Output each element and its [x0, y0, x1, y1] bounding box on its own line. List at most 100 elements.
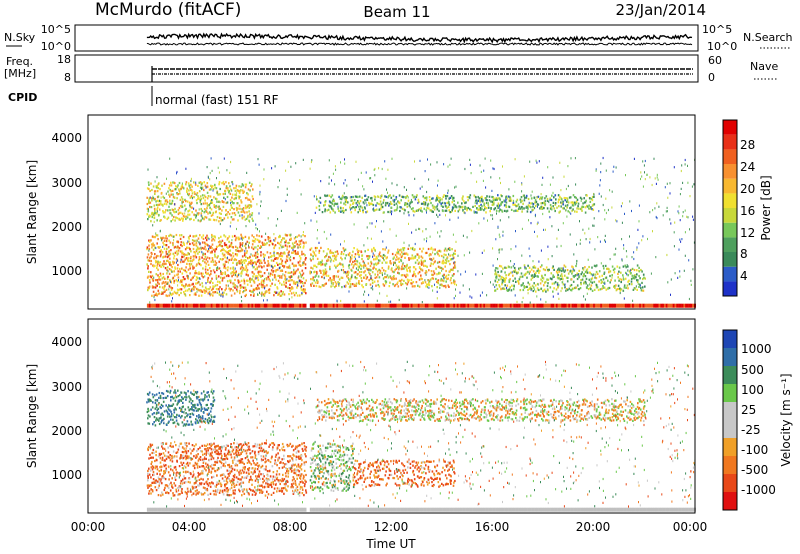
power-scatter-cell-4	[552, 274, 554, 277]
power-scatter-cell-3	[554, 209, 556, 213]
power-scatter-cell-2	[314, 264, 316, 267]
power-speckle-cell	[273, 252, 275, 255]
power-speckle-cell	[638, 204, 640, 207]
power-scatter-cell-4	[630, 268, 632, 271]
power-speckle-cell	[623, 247, 625, 250]
power-scatter-cell-3	[521, 210, 523, 213]
velocity-ground-band-cell	[516, 507, 519, 512]
power-scatter-cell-2	[450, 258, 453, 261]
power-speckle-cell	[644, 159, 646, 163]
power-scatter-cell-3	[515, 200, 518, 203]
power-ground-band-cell	[428, 303, 431, 308]
power-ground-band-cell	[398, 303, 401, 308]
power-scatter-cell-2	[422, 281, 424, 284]
power-scatter-cell-0	[190, 250, 192, 253]
power-speckle-cell	[455, 294, 456, 297]
power-scatter-cell-1	[149, 215, 151, 218]
power-speckle-cell	[576, 243, 577, 246]
power-speckle-cell	[499, 275, 501, 278]
power-scatter-cell-2	[354, 263, 356, 266]
power-ground-band-cell	[237, 303, 240, 308]
power-scatter-cell-1	[151, 215, 154, 219]
power-speckle-cell	[490, 281, 491, 284]
power-scatter-cell-0	[163, 255, 165, 258]
power-scatter-cell-3	[461, 197, 464, 200]
power-scatter-cell-0	[150, 255, 152, 258]
power-scatter-cell-4	[620, 288, 623, 291]
power-scatter-cell-2	[375, 268, 378, 271]
power-scatter-cell-0	[264, 254, 266, 257]
power-scatter-cell-4	[523, 285, 525, 288]
power-speckle-cell	[592, 274, 594, 277]
power-scatter-cell-0	[166, 256, 169, 259]
power-speckle-cell	[281, 246, 283, 249]
power-scatter-cell-2	[418, 278, 421, 281]
power-scatter-cell-1	[221, 219, 224, 222]
power-speckle-cell	[366, 204, 368, 207]
power-scatter-cell-0	[183, 260, 186, 263]
power-speckle-cell	[300, 235, 302, 238]
power-scatter-cell-2	[333, 276, 335, 279]
power-scatter-cell-4	[537, 269, 540, 272]
power-scatter-cell-3	[422, 195, 425, 198]
power-scatter-cell-0	[173, 257, 175, 260]
power-scatter-cell-0	[245, 288, 247, 292]
power-speckle-cell	[240, 237, 242, 240]
velocity-ground-band-cell	[389, 507, 392, 512]
freq-left-tick-top: 18	[57, 53, 71, 66]
power-speckle-cell	[191, 289, 193, 293]
power-speckle-cell	[336, 299, 338, 302]
power-scatter-cell-1	[243, 190, 245, 193]
power-scatter-cell-4	[622, 265, 625, 268]
velocity-ground-band-cell	[247, 507, 250, 512]
power-scatter-cell-2	[334, 281, 337, 284]
power-scatter-cell-4	[589, 286, 592, 289]
power-scatter-cell-0	[263, 279, 265, 282]
velocity-ground-band-cell	[177, 507, 179, 512]
power-scatter-cell-0	[194, 272, 196, 275]
power-scatter-cell-0	[234, 272, 237, 275]
velocity-ground-band-cell	[254, 507, 257, 512]
power-scatter-cell-3	[364, 194, 367, 197]
power-scatter-cell-3	[349, 196, 352, 199]
power-scatter-cell-0	[237, 279, 240, 282]
power-scatter-cell-0	[267, 236, 269, 239]
power-scatter-cell-2	[324, 256, 326, 259]
power-scatter-cell-0	[183, 242, 185, 245]
power-scatter-cell-2	[410, 257, 412, 260]
power-speckle-cell	[524, 266, 526, 269]
power-scatter-cell-3	[443, 194, 445, 197]
power-scatter-cell-1	[242, 191, 244, 194]
power-scatter-cell-0	[275, 291, 277, 294]
power-speckle-cell	[184, 293, 186, 296]
velocity-ground-band-cell	[191, 507, 194, 512]
power-speckle-cell	[464, 211, 466, 215]
power-speckle-cell	[382, 211, 384, 214]
power-scatter-cell-3	[398, 201, 401, 205]
power-speckle-cell	[428, 178, 430, 181]
power-scatter-cell-0	[211, 257, 214, 260]
power-scatter-cell-0	[238, 280, 241, 283]
power-scatter-cell-2	[432, 273, 434, 277]
power-scatter-cell-2	[332, 275, 335, 278]
power-scatter-cell-2	[325, 270, 328, 273]
power-scatter-cell-0	[300, 288, 303, 291]
power-scatter-cell-3	[350, 199, 353, 202]
velocity-ground-band-cell	[217, 507, 220, 512]
power-scatter-cell-2	[449, 254, 451, 257]
power-scatter-cell-2	[401, 265, 403, 268]
power-speckle-cell	[593, 224, 595, 227]
power-speckle-cell	[318, 200, 320, 203]
power-ground-band-cell	[182, 303, 185, 308]
power-scatter-cell-2	[315, 284, 318, 288]
power-scatter-cell-4	[642, 273, 645, 276]
power-speckle-cell	[211, 236, 213, 239]
power-scatter-cell-0	[201, 282, 203, 285]
power-scatter-cell-3	[352, 195, 354, 199]
power-scatter-cell-1	[236, 189, 239, 192]
power-scatter-cell-0	[277, 274, 279, 277]
power-scatter-cell-2	[324, 283, 326, 286]
power-scatter-cell-3	[392, 194, 395, 197]
power-scatter-cell-4	[558, 268, 561, 271]
power-scatter-cell-4	[576, 284, 579, 287]
